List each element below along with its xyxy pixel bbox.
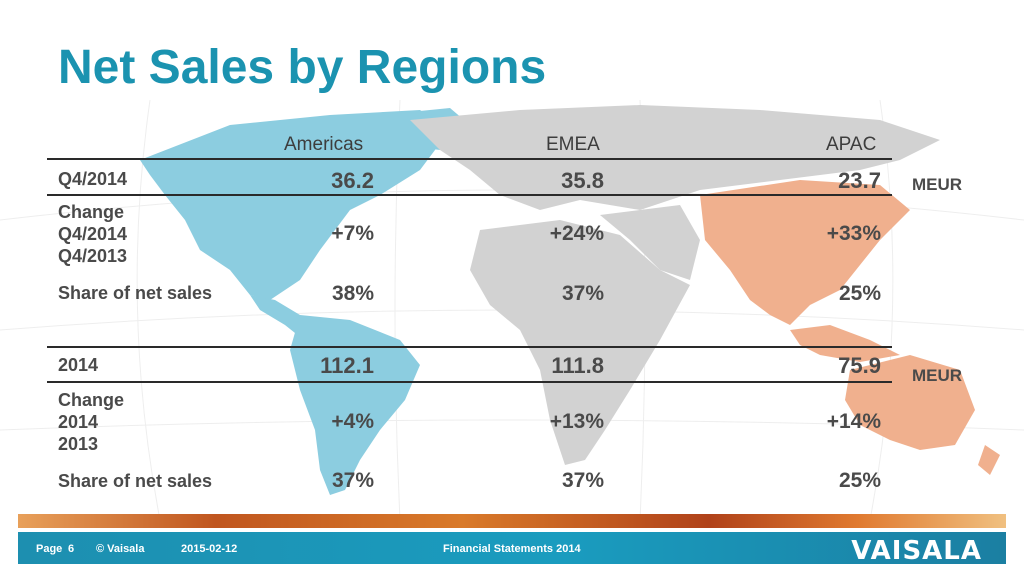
footer-decoration-band <box>18 514 1006 528</box>
year-change-label: Change 2014 2013 <box>58 389 124 455</box>
year-change-apac: +14% <box>826 410 881 433</box>
asia-shape <box>700 180 910 325</box>
year-change-americas: +4% <box>331 410 374 433</box>
australia-shape <box>845 355 975 450</box>
world-map <box>0 100 1024 520</box>
column-header-emea: EMEA <box>546 134 600 155</box>
q4-unit-label: MEUR <box>912 175 963 194</box>
page-title: Net Sales by Regions <box>58 41 547 94</box>
table-rule-year <box>47 381 892 383</box>
year-share-label: Share of net sales <box>58 471 213 491</box>
footer-date: 2015-02-12 <box>181 543 238 555</box>
q4-value-americas: 36.2 <box>331 168 374 193</box>
footer-page-number: 6 <box>68 543 75 555</box>
column-header-americas: Americas <box>284 134 364 155</box>
europe-shape <box>410 105 940 210</box>
table-rule-year-top <box>47 346 892 348</box>
year-value-apac: 75.9 <box>838 353 881 378</box>
column-header-apac: APAC <box>826 134 877 155</box>
year-share-apac: 25% <box>838 469 881 492</box>
q4-change-label-line1: Change <box>58 202 125 222</box>
year-period-label: 2014 <box>58 355 99 375</box>
q4-change-apac: +33% <box>826 222 881 245</box>
q4-share-americas: 38% <box>331 282 374 305</box>
africa-shape <box>470 220 690 465</box>
q4-change-label-line2: Q4/2014 <box>58 224 128 244</box>
table-rule-top <box>47 158 892 160</box>
footer-document-title: Financial Statements 2014 <box>443 543 581 555</box>
southeast-asia-shape <box>790 325 900 362</box>
q4-value-apac: 23.7 <box>838 168 881 193</box>
q4-change-americas: +7% <box>331 222 374 245</box>
footer-page-label: Page <box>36 543 63 555</box>
new-zealand-shape <box>978 445 1000 475</box>
year-change-label-line2: 2014 <box>58 412 99 432</box>
footer-bar: Page 6 © Vaisala 2015-02-12 Financial St… <box>18 532 1006 566</box>
south-america-shape <box>290 315 420 495</box>
year-change-label-line3: 2013 <box>58 434 99 454</box>
year-value-emea: 111.8 <box>551 353 604 378</box>
year-change-emea: +13% <box>549 410 604 433</box>
year-unit-label: MEUR <box>912 366 963 385</box>
year-change-label-line1: Change <box>58 390 125 410</box>
year-value-americas: 112.1 <box>320 353 374 378</box>
q4-share-apac: 25% <box>838 282 881 305</box>
table-rule-q4 <box>47 194 892 196</box>
q4-share-emea: 37% <box>561 282 604 305</box>
vaisala-logo: VAISALA <box>851 536 982 566</box>
q4-change-label: Change Q4/2014 Q4/2013 <box>58 201 127 267</box>
middle-east-shape <box>600 205 700 280</box>
q4-change-label-line3: Q4/2013 <box>58 246 128 266</box>
q4-period-label: Q4/2014 <box>58 169 128 189</box>
q4-value-emea: 35.8 <box>561 168 604 193</box>
year-share-emea: 37% <box>561 469 604 492</box>
year-share-americas: 37% <box>331 469 374 492</box>
north-america-shape <box>140 110 450 300</box>
footer-copyright: © Vaisala <box>96 543 145 555</box>
q4-change-emea: +24% <box>549 222 604 245</box>
q4-share-label: Share of net sales <box>58 283 213 303</box>
